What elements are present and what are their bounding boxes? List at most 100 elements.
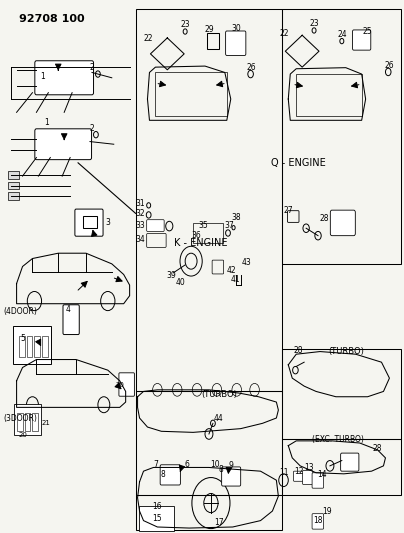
Text: 26: 26 [385, 61, 394, 70]
Text: 38: 38 [231, 213, 241, 222]
Text: 28: 28 [293, 346, 303, 355]
Text: 1: 1 [44, 118, 49, 127]
Text: 20: 20 [115, 382, 124, 387]
Text: 6: 6 [185, 460, 189, 469]
Bar [19, 336, 25, 357]
Text: 44: 44 [214, 414, 224, 423]
Text: (TURBO): (TURBO) [201, 390, 237, 399]
Text: 22: 22 [144, 35, 154, 44]
Text: 7: 7 [153, 460, 158, 469]
Text: 4: 4 [66, 304, 71, 313]
Bar [136, 9, 282, 391]
Text: 30: 30 [231, 24, 241, 33]
Text: 39: 39 [166, 271, 176, 280]
Text: 16: 16 [153, 502, 162, 511]
Bar [296, 74, 362, 116]
Bar [25, 413, 30, 431]
Bar [136, 495, 282, 530]
Bar [282, 439, 401, 495]
Text: 31: 31 [135, 199, 145, 208]
Text: 8: 8 [161, 471, 166, 479]
Text: 34: 34 [135, 236, 145, 245]
FancyBboxPatch shape [8, 192, 19, 199]
FancyBboxPatch shape [312, 473, 324, 488]
Text: 92708 100: 92708 100 [19, 14, 84, 24]
Text: 15: 15 [152, 514, 162, 523]
Text: 9: 9 [228, 461, 233, 470]
Text: 2: 2 [90, 63, 94, 71]
Text: 33: 33 [135, 221, 145, 230]
Bar [193, 223, 223, 243]
Bar [42, 336, 48, 357]
FancyBboxPatch shape [303, 471, 313, 484]
Text: 10: 10 [210, 460, 220, 469]
FancyBboxPatch shape [353, 30, 371, 50]
FancyBboxPatch shape [119, 373, 135, 396]
Text: 1: 1 [40, 71, 45, 80]
Text: 23: 23 [180, 20, 190, 29]
Bar [17, 413, 23, 431]
Text: 24: 24 [337, 30, 347, 39]
Text: (4DOOR): (4DOOR) [4, 307, 38, 316]
FancyBboxPatch shape [8, 182, 19, 189]
Text: Q - ENGINE: Q - ENGINE [271, 158, 326, 168]
Bar [282, 349, 401, 439]
Text: 35: 35 [198, 221, 208, 230]
Bar [83, 216, 97, 228]
Text: 8: 8 [219, 465, 223, 473]
FancyBboxPatch shape [14, 403, 41, 435]
Text: 3: 3 [105, 219, 110, 228]
FancyBboxPatch shape [225, 31, 246, 55]
Text: 32: 32 [135, 209, 145, 218]
Text: 41: 41 [231, 274, 240, 284]
Text: 22: 22 [280, 29, 289, 38]
Bar [136, 391, 282, 495]
Bar [207, 33, 219, 49]
FancyBboxPatch shape [312, 514, 324, 529]
Text: 40: 40 [175, 278, 185, 287]
FancyBboxPatch shape [222, 467, 241, 486]
Bar [34, 336, 40, 357]
Text: 12: 12 [294, 467, 304, 475]
FancyBboxPatch shape [293, 471, 304, 481]
FancyBboxPatch shape [63, 305, 79, 335]
Text: 13: 13 [304, 463, 314, 472]
FancyBboxPatch shape [330, 210, 355, 236]
Text: 26: 26 [247, 63, 257, 71]
FancyBboxPatch shape [139, 506, 174, 531]
Text: 25: 25 [363, 27, 372, 36]
FancyBboxPatch shape [35, 129, 92, 160]
Text: 37: 37 [224, 221, 234, 230]
Text: 18: 18 [314, 516, 323, 525]
FancyBboxPatch shape [341, 453, 359, 471]
Text: 28: 28 [319, 214, 329, 223]
Bar [156, 72, 227, 116]
Text: 20: 20 [18, 432, 27, 438]
Text: 2: 2 [90, 124, 94, 133]
Text: 36: 36 [191, 231, 201, 240]
Text: 23: 23 [309, 19, 319, 28]
Text: 21: 21 [42, 421, 51, 426]
Text: 11: 11 [280, 469, 289, 477]
Text: (EXC. TURBO): (EXC. TURBO) [312, 435, 364, 444]
Text: (TURBO): (TURBO) [328, 347, 364, 356]
FancyBboxPatch shape [160, 465, 181, 485]
FancyBboxPatch shape [75, 209, 103, 236]
Text: 17: 17 [214, 518, 224, 527]
Text: 14: 14 [317, 471, 327, 479]
FancyBboxPatch shape [35, 61, 94, 95]
Text: K - ENGINE: K - ENGINE [174, 238, 228, 247]
Bar [282, 9, 401, 264]
Text: 42: 42 [227, 266, 236, 275]
Text: 27: 27 [284, 206, 293, 215]
Text: 5: 5 [20, 334, 25, 343]
FancyBboxPatch shape [147, 220, 164, 231]
FancyBboxPatch shape [13, 326, 51, 364]
Text: 29: 29 [204, 26, 214, 35]
Text: 28: 28 [373, 444, 382, 453]
FancyBboxPatch shape [8, 171, 19, 179]
Bar [27, 336, 32, 357]
Bar [32, 413, 38, 431]
Text: 43: 43 [242, 259, 252, 267]
Text: (3DOOR): (3DOOR) [4, 414, 38, 423]
